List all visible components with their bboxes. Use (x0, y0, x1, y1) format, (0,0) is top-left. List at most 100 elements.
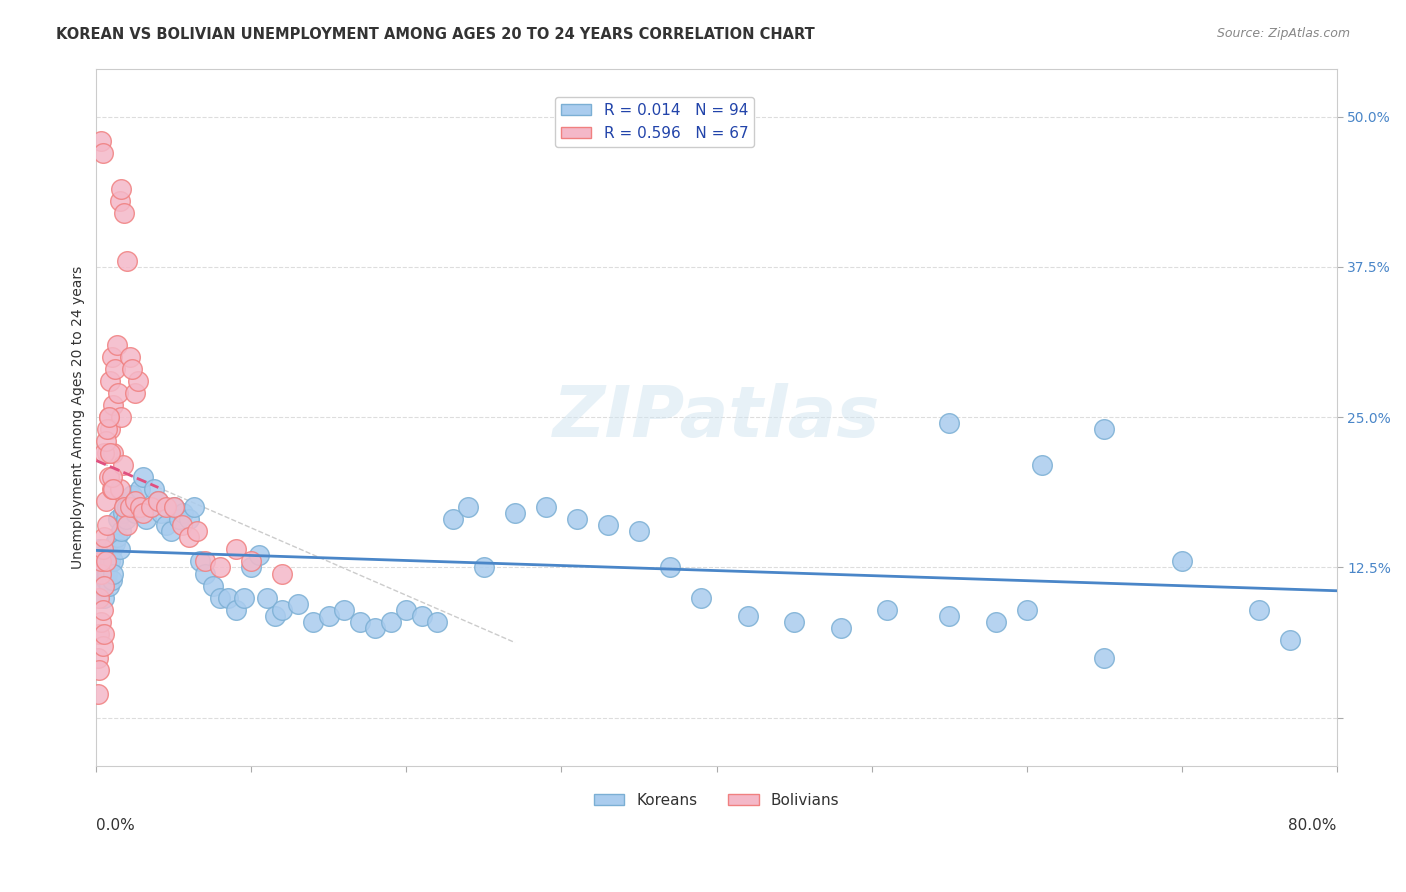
Bolivians (101, 350, 124, 364)
Koreans (349, 615, 371, 629)
Bolivians (225, 542, 247, 557)
Koreans (121, 488, 143, 502)
Koreans (271, 602, 294, 616)
Bolivians (121, 362, 143, 376)
Koreans (108, 542, 131, 557)
Koreans (114, 512, 136, 526)
Bolivians (105, 338, 128, 352)
Koreans (93, 591, 115, 605)
Bolivians (93, 446, 115, 460)
Koreans (830, 621, 852, 635)
Koreans (94, 573, 117, 587)
Bolivians (124, 386, 146, 401)
Koreans (91, 549, 114, 563)
Koreans (876, 602, 898, 616)
Bolivians (148, 494, 170, 508)
Koreans (395, 602, 418, 616)
Koreans (87, 554, 110, 568)
Koreans (148, 494, 170, 508)
Bolivians (163, 500, 186, 515)
Bolivians (96, 518, 118, 533)
Bolivians (186, 524, 208, 539)
Bolivians (87, 650, 110, 665)
Bolivians (112, 206, 135, 220)
Koreans (90, 554, 112, 568)
Koreans (209, 591, 232, 605)
Koreans (364, 621, 387, 635)
Bolivians (139, 500, 162, 515)
Koreans (112, 500, 135, 515)
Bolivians (155, 500, 177, 515)
Bolivians (96, 422, 118, 436)
Koreans (128, 483, 150, 497)
Bolivians (101, 470, 124, 484)
Koreans (89, 566, 111, 581)
Bolivians (271, 566, 294, 581)
Bolivians (93, 531, 115, 545)
Bolivians (91, 639, 114, 653)
Koreans (93, 566, 115, 581)
Koreans (1279, 632, 1302, 647)
Koreans (263, 608, 285, 623)
Bolivians (209, 560, 232, 574)
Koreans (179, 512, 201, 526)
Koreans (201, 578, 224, 592)
Text: 0.0%: 0.0% (97, 818, 135, 833)
Koreans (938, 416, 960, 430)
Koreans (472, 560, 495, 574)
Koreans (139, 500, 162, 515)
Bolivians (117, 253, 139, 268)
Koreans (1031, 458, 1053, 473)
Koreans (565, 512, 588, 526)
Koreans (1170, 554, 1192, 568)
Bolivians (103, 446, 125, 460)
Koreans (534, 500, 557, 515)
Koreans (1015, 602, 1038, 616)
Bolivians (89, 663, 111, 677)
Koreans (380, 615, 402, 629)
Koreans (101, 573, 124, 587)
Koreans (93, 554, 115, 568)
Bolivians (94, 494, 117, 508)
Koreans (240, 560, 263, 574)
Koreans (91, 560, 114, 574)
Koreans (938, 608, 960, 623)
Koreans (96, 566, 118, 581)
Koreans (596, 518, 619, 533)
Legend: Koreans, Bolivians: Koreans, Bolivians (588, 787, 845, 814)
Koreans (783, 615, 806, 629)
Bolivians (110, 182, 132, 196)
Bolivians (240, 554, 263, 568)
Koreans (101, 542, 124, 557)
Koreans (103, 566, 125, 581)
Bolivians (108, 483, 131, 497)
Bolivians (127, 374, 149, 388)
Bolivians (97, 470, 120, 484)
Koreans (333, 602, 356, 616)
Koreans (125, 500, 148, 515)
Text: ZIPatlas: ZIPatlas (553, 383, 880, 451)
Koreans (142, 483, 165, 497)
Bolivians (89, 626, 111, 640)
Bolivians (98, 446, 121, 460)
Bolivians (98, 374, 121, 388)
Koreans (110, 524, 132, 539)
Koreans (120, 494, 142, 508)
Koreans (737, 608, 759, 623)
Koreans (659, 560, 682, 574)
Bolivians (90, 554, 112, 568)
Koreans (1092, 422, 1115, 436)
Bolivians (96, 446, 118, 460)
Koreans (89, 542, 111, 557)
Koreans (135, 512, 157, 526)
Bolivians (91, 542, 114, 557)
Koreans (441, 512, 464, 526)
Text: 80.0%: 80.0% (1288, 818, 1337, 833)
Koreans (97, 549, 120, 563)
Koreans (159, 524, 181, 539)
Text: Source: ZipAtlas.com: Source: ZipAtlas.com (1216, 27, 1350, 40)
Koreans (225, 602, 247, 616)
Koreans (188, 554, 211, 568)
Koreans (90, 578, 112, 592)
Bolivians (93, 626, 115, 640)
